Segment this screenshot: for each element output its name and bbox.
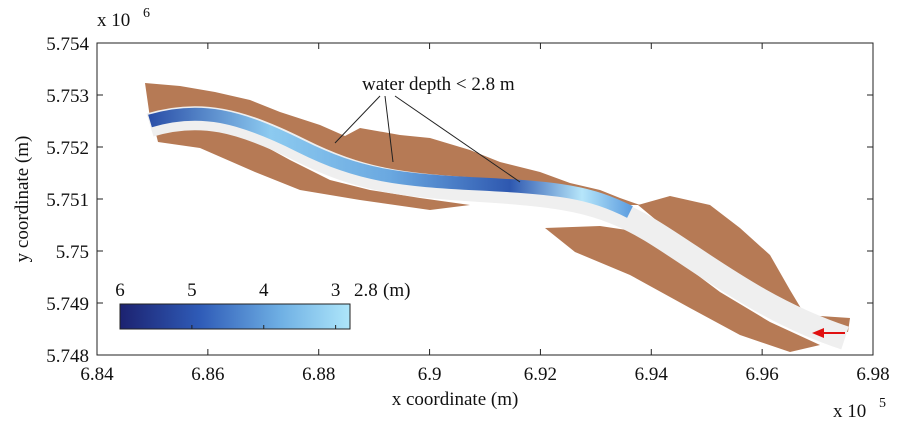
x-tick-label: 6.94 [635, 364, 669, 385]
y-tick-label: 5.749 [46, 294, 89, 315]
y-tick-label: 5.751 [46, 190, 89, 211]
colorbar-tick-label: 2.8 [354, 280, 378, 301]
x-tick-label: 6.92 [524, 364, 557, 385]
bank [545, 226, 820, 352]
y-tick-label: 5.75 [56, 242, 89, 263]
annotation [334, 95, 521, 183]
x-tick-label: 6.9 [418, 364, 442, 385]
bank [638, 196, 850, 332]
y-tick-label: 5.754 [46, 34, 89, 55]
colorbar-tick-label: 3 [331, 280, 341, 301]
colorbar-tick-label: 5 [187, 280, 197, 301]
x-multiplier: x 10 [833, 401, 866, 421]
annotation-line [334, 95, 381, 144]
x-tick-label: 6.84 [80, 364, 114, 385]
x-axis-label: x coordinate (m) [392, 389, 519, 410]
y-tick-label: 5.748 [46, 346, 89, 367]
y-tick-label: 5.752 [46, 138, 89, 159]
x-multiplier-exponent: 5 [879, 396, 886, 411]
colorbar [119, 303, 351, 330]
y-multiplier: x 10 [97, 10, 130, 31]
bank [155, 126, 470, 210]
x-tick-label: 6.98 [856, 364, 889, 385]
annotation-line [384, 95, 394, 163]
water-depth [148, 107, 633, 218]
river-map [145, 83, 850, 352]
annotation-line [394, 95, 521, 183]
x-tick-label: 6.86 [191, 364, 224, 385]
y-tick-label: 5.753 [46, 86, 89, 107]
x-tick-label: 6.96 [746, 364, 779, 385]
colorbar-tick-label: 6 [115, 280, 125, 301]
colorbar-unit: (m) [383, 280, 410, 301]
annotation-text: water depth < 2.8 m [362, 74, 515, 95]
y-axis-label: y coordinate (m) [12, 136, 33, 263]
flow-arrow-head [812, 328, 824, 338]
bank [145, 83, 640, 205]
y-multiplier-exponent: 6 [143, 6, 150, 21]
colorbar-tick-label: 4 [259, 280, 269, 301]
x-tick-label: 6.88 [302, 364, 335, 385]
